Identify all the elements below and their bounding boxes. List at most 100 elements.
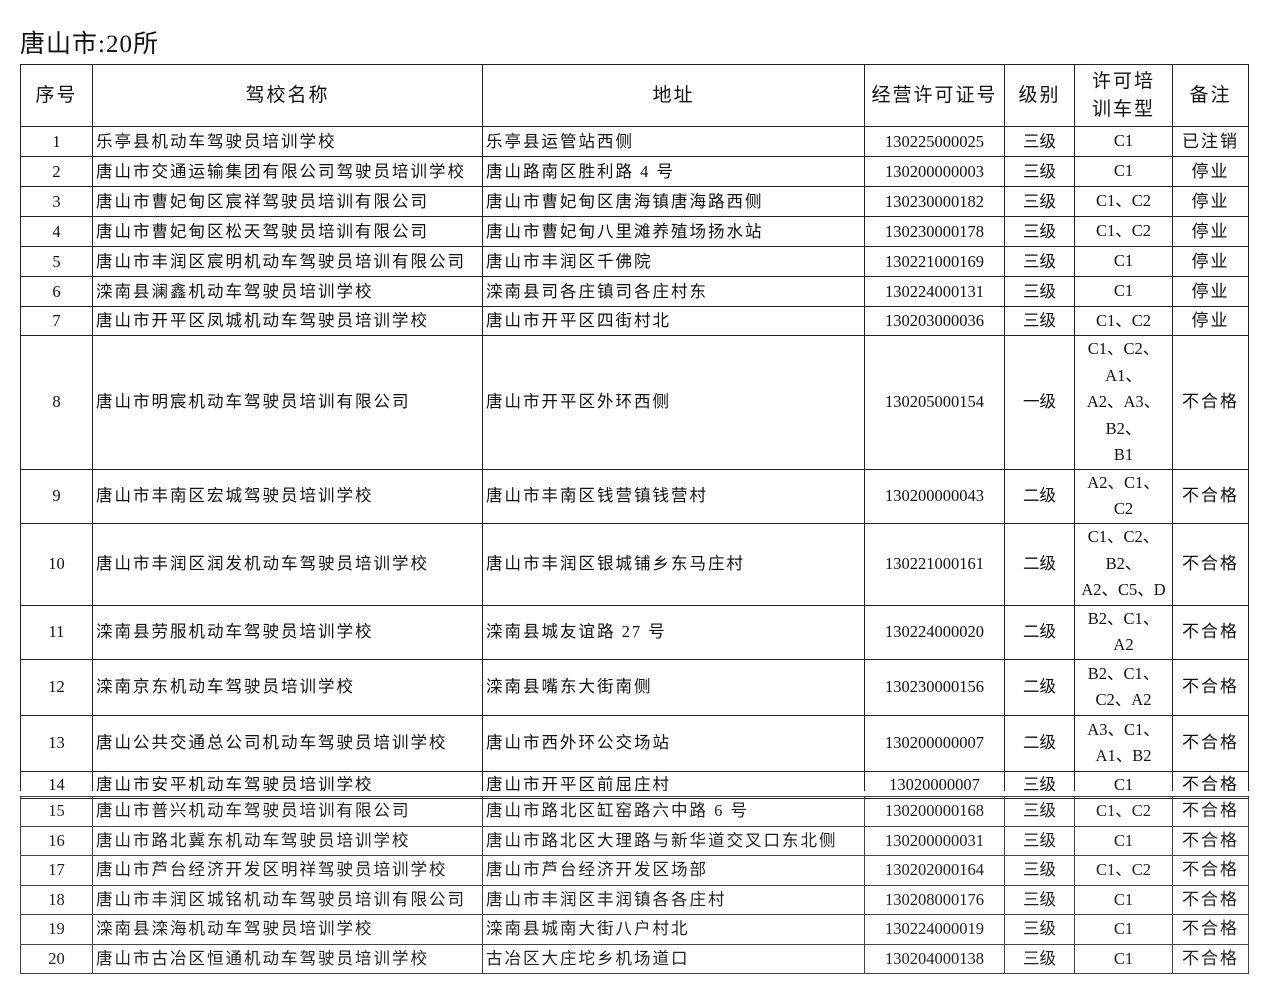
row-number: 7 <box>20 306 93 336</box>
school-name: 唐山公共交通总公司机动车驾驶员培训学校 <box>92 714 483 772</box>
address: 唐山市芦台经济开发区场部 <box>482 855 865 886</box>
car-types: C1 <box>1074 126 1173 157</box>
row-number: 16 <box>20 825 93 856</box>
license-number: 130224000131 <box>864 276 1005 307</box>
row-number: 19 <box>20 914 93 945</box>
car-types: C1 <box>1074 156 1173 187</box>
note: 不合格 <box>1172 522 1249 606</box>
car-types: C1 <box>1074 276 1173 307</box>
level: 二级 <box>1004 604 1075 660</box>
address: 滦南县司各庄镇司各庄村东 <box>482 276 865 307</box>
note: 停业 <box>1172 216 1249 247</box>
car-types: C1、C2 <box>1074 306 1173 336</box>
school-name: 唐山市交通运输集团有限公司驾驶员培训学校 <box>92 156 483 187</box>
table-row: 7 唐山市开平区凤城机动车驾驶员培训学校 唐山市开平区四街村北 13020300003… <box>20 306 1249 336</box>
row-number: 9 <box>20 468 93 524</box>
address: 滦南县城南大街八户村北 <box>482 914 865 945</box>
header-name: 驾校名称 <box>92 64 483 127</box>
car-types: C1、C2、 B2、 A2、C5、D <box>1074 522 1173 606</box>
header-address: 地址 <box>482 64 865 127</box>
header-car-types: 许可培 训车型 <box>1074 64 1173 127</box>
header-no: 序号 <box>20 64 93 127</box>
car-types: B2、C1、 A2 <box>1074 604 1173 660</box>
school-name: 唐山市丰南区宏城驾驶员培训学校 <box>92 468 483 524</box>
license-number: 130203000036 <box>864 306 1005 336</box>
level: 三级 <box>1004 186 1075 217</box>
table-row: 6 滦南县澜鑫机动车驾驶员培训学校 滦南县司各庄镇司各庄村东 130224000131… <box>20 276 1249 307</box>
school-name: 唐山市普兴机动车驾驶员培训有限公司 <box>92 796 483 827</box>
row-number: 2 <box>20 156 93 187</box>
header-license: 经营许可证号 <box>864 64 1005 127</box>
license-number: 130204000138 <box>864 943 1005 974</box>
address: 唐山市丰南区钱营镇钱营村 <box>482 468 865 524</box>
license-number: 130230000182 <box>864 186 1005 217</box>
level: 三级 <box>1004 276 1075 307</box>
address: 唐山市曹妃甸八里滩养殖场扬水站 <box>482 216 865 247</box>
header-level: 级别 <box>1004 64 1075 127</box>
note: 不合格 <box>1172 914 1249 945</box>
address: 唐山市开平区四街村北 <box>482 306 865 336</box>
table-row: 8 唐山市明宸机动车驾驶员培训有限公司 唐山市开平区外环西侧 130205000154… <box>20 335 1249 470</box>
level: 三级 <box>1004 246 1075 277</box>
license-number: 130200000007 <box>864 714 1005 772</box>
row-number: 11 <box>20 604 93 660</box>
school-name: 唐山市古冶区恒通机动车驾驶员培训学校 <box>92 943 483 974</box>
note: 不合格 <box>1172 468 1249 524</box>
license-number: 130200000043 <box>864 468 1005 524</box>
license-number: 130224000020 <box>864 604 1005 660</box>
address: 唐山市开平区外环西侧 <box>482 335 865 470</box>
car-types: C1 <box>1074 943 1173 974</box>
level: 一级 <box>1004 335 1075 470</box>
address: 唐山市丰润区千佛院 <box>482 246 865 277</box>
row-number: 3 <box>20 186 93 217</box>
header-row: 序号 驾校名称 地址 经营许可证号 级别 许可培 训车型 备注 <box>20 64 1249 127</box>
level: 三级 <box>1004 306 1075 336</box>
table-row: 1 乐亭县机动车驾驶员培训学校 乐亭县运管站西侧 130225000025 三级 C1 已注… <box>20 126 1249 157</box>
driving-school-table-continued: 15 唐山市普兴机动车驾驶员培训有限公司 唐山市路北区缸窑路六中路 6 号 13020… <box>20 796 1249 974</box>
address: 乐亭县运管站西侧 <box>482 126 865 157</box>
table-row: 5 唐山市丰润区宸明机动车驾驶员培训有限公司 唐山市丰润区千佛院 1302210001… <box>20 246 1249 277</box>
address: 唐山市丰润区银城铺乡东马庄村 <box>482 522 865 606</box>
table-row: 2 唐山市交通运输集团有限公司驾驶员培训学校 唐山路南区胜利路 4 号 1302000… <box>20 156 1249 187</box>
note: 不合格 <box>1172 855 1249 886</box>
address: 唐山市曹妃甸区唐海镇唐海路西侧 <box>482 186 865 217</box>
level: 三级 <box>1004 796 1075 827</box>
license-number: 130221000169 <box>864 246 1005 277</box>
school-name: 滦南县劳服机动车驾驶员培训学校 <box>92 604 483 660</box>
license-number: 130205000154 <box>864 335 1005 470</box>
table-row: 12 滦南京东机动车驾驶员培训学校 滦南县嘴东大街南侧 130230000156 二级 B… <box>20 658 1249 716</box>
address: 唐山市丰润区丰润镇各各庄村 <box>482 884 865 915</box>
level: 二级 <box>1004 468 1075 524</box>
school-name: 唐山市曹妃甸区宸祥驾驶员培训有限公司 <box>92 186 483 217</box>
note: 已注销 <box>1172 126 1249 157</box>
table-row: 17 唐山市芦台经济开发区明祥驾驶员培训学校 唐山市芦台经济开发区场部 1302020… <box>20 855 1249 886</box>
row-number: 5 <box>20 246 93 277</box>
page-title: 唐山市:20所 <box>20 31 159 58</box>
license-number: 130200000031 <box>864 825 1005 856</box>
level: 二级 <box>1004 714 1075 772</box>
table-row: 18 唐山市丰润区城铭机动车驾驶员培训有限公司 唐山市丰润区丰润镇各各庄村 13020… <box>20 884 1249 915</box>
license-number: 130224000019 <box>864 914 1005 945</box>
license-number: 130230000156 <box>864 658 1005 716</box>
address: 滦南县城友谊路 27 号 <box>482 604 865 660</box>
row-number: 12 <box>20 658 93 716</box>
car-types: C1 <box>1074 914 1173 945</box>
table-row: 3 唐山市曹妃甸区宸祥驾驶员培训有限公司 唐山市曹妃甸区唐海镇唐海路西侧 130230… <box>20 186 1249 217</box>
license-number: 130221000161 <box>864 522 1005 606</box>
table-row: 4 唐山市曹妃甸区松天驾驶员培训有限公司 唐山市曹妃甸八里滩养殖场扬水站 130230… <box>20 216 1249 247</box>
note: 不合格 <box>1172 943 1249 974</box>
license-number: 130230000178 <box>864 216 1005 247</box>
address: 唐山市路北区缸窑路六中路 6 号 <box>482 796 865 827</box>
car-types: C1、C2 <box>1074 855 1173 886</box>
school-name: 滦南京东机动车驾驶员培训学校 <box>92 658 483 716</box>
school-name: 唐山市丰润区城铭机动车驾驶员培训有限公司 <box>92 884 483 915</box>
note: 不合格 <box>1172 604 1249 660</box>
address: 唐山市路北区大理路与新华道交叉口东北侧 <box>482 825 865 856</box>
table-row: 11 滦南县劳服机动车驾驶员培训学校 滦南县城友谊路 27 号 13022400002… <box>20 604 1249 660</box>
school-name: 唐山市开平区凤城机动车驾驶员培训学校 <box>92 306 483 336</box>
level: 三级 <box>1004 914 1075 945</box>
school-name: 唐山市丰润区润发机动车驾驶员培训学校 <box>92 522 483 606</box>
note: 不合格 <box>1172 796 1249 827</box>
header-note: 备注 <box>1172 64 1249 127</box>
table-row: 20 唐山市古冶区恒通机动车驾驶员培训学校 古冶区大庄坨乡机场道口 130204000… <box>20 943 1249 974</box>
